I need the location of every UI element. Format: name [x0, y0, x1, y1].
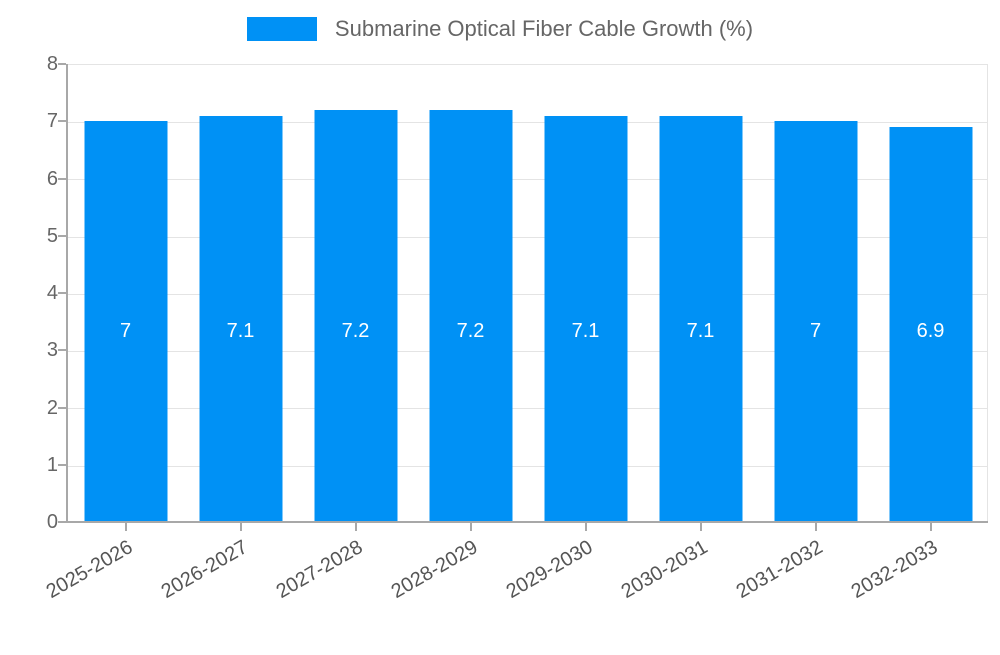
- plot-area: 7 7.1 7.2 7.2 7.1 7.1 7 6.9: [68, 64, 988, 522]
- y-axis-tick-label: 5: [46, 224, 58, 247]
- bar-value-label: 7.1: [686, 320, 715, 342]
- y-axis-tick-label: 8: [46, 53, 58, 75]
- y-axis-tick-label: 2: [46, 396, 58, 419]
- x-axis-tick-mark: [929, 522, 932, 531]
- y-axis-tick-mark: [58, 234, 66, 237]
- bar[interactable]: [889, 126, 972, 522]
- y-axis-tick-label: 7: [46, 110, 58, 133]
- bar-value-label: 7.2: [341, 320, 370, 342]
- gridline-2: [68, 408, 988, 409]
- y-axis-tick-label: 3: [46, 339, 58, 362]
- chart-legend: Submarine Optical Fiber Cable Growth (%): [0, 0, 1000, 58]
- gridline-5: [68, 237, 988, 238]
- gridline-1: [68, 466, 988, 467]
- bar[interactable]: [314, 109, 397, 522]
- bar-value-label: 7.1: [571, 320, 600, 342]
- bar-slot: 7: [758, 64, 873, 522]
- y-axis-tick-mark: [58, 349, 66, 352]
- bar-slot: 7.1: [643, 64, 758, 522]
- bar-slot: 7.1: [528, 64, 643, 522]
- y-axis-tick-mark: [58, 63, 66, 65]
- y-axis-tick-mark: [58, 177, 66, 180]
- y-axis-ticks: 8 7 6 5 4 3 2 1 0: [0, 0, 66, 600]
- gridline-3: [68, 351, 988, 352]
- bar[interactable]: [544, 115, 627, 522]
- bar-slot: 7.2: [413, 64, 528, 522]
- bar-value-label: 7: [809, 320, 822, 342]
- bar-value-label: 7.1: [226, 320, 255, 342]
- x-axis-tick-mark: [469, 522, 472, 531]
- bar-value-label: 7: [119, 320, 132, 342]
- bar-slot: 7: [68, 64, 183, 522]
- y-axis-line: [66, 64, 68, 523]
- bar-value-label: 6.9: [916, 320, 945, 342]
- gridline-4: [68, 294, 988, 295]
- bar[interactable]: [199, 115, 282, 522]
- x-axis-tick-mark: [699, 522, 702, 531]
- bar-chart: Submarine Optical Fiber Cable Growth (%)…: [0, 0, 1000, 603]
- y-axis-tick-mark: [58, 521, 66, 523]
- bar[interactable]: [84, 121, 167, 522]
- y-axis-tick-mark: [58, 292, 66, 294]
- y-axis-tick-mark: [58, 463, 66, 466]
- bar-slot: 7.2: [298, 64, 413, 522]
- y-axis-tick-mark: [58, 120, 66, 123]
- bar[interactable]: [659, 115, 742, 522]
- x-axis-tick-mark: [239, 522, 242, 531]
- x-axis-tick-mark: [354, 522, 357, 531]
- y-axis-tick-label: 4: [46, 282, 58, 304]
- legend-color-swatch-icon: [246, 17, 317, 41]
- x-axis-tick-mark: [814, 522, 817, 531]
- bar[interactable]: [429, 109, 512, 522]
- y-axis-tick-label: 6: [46, 167, 58, 190]
- x-axis-tick-mark: [124, 522, 127, 531]
- bar-value-label: 7.2: [456, 320, 485, 342]
- y-axis-tick-label: 0: [46, 511, 58, 533]
- y-axis-tick-label: 1: [46, 453, 58, 476]
- gridline-7: [68, 122, 988, 123]
- legend-item-submarine-optical-fiber-cable-growth[interactable]: Submarine Optical Fiber Cable Growth (%): [246, 16, 754, 41]
- x-axis-tick-mark: [584, 522, 587, 531]
- bar[interactable]: [774, 121, 857, 522]
- legend-label: Submarine Optical Fiber Cable Growth (%): [334, 16, 754, 41]
- bar-slot: 6.9: [873, 64, 988, 522]
- bar-slot: 7.1: [183, 64, 298, 522]
- x-axis-line: [66, 521, 988, 523]
- gridline-6: [68, 179, 988, 180]
- y-axis-tick-mark: [58, 406, 66, 409]
